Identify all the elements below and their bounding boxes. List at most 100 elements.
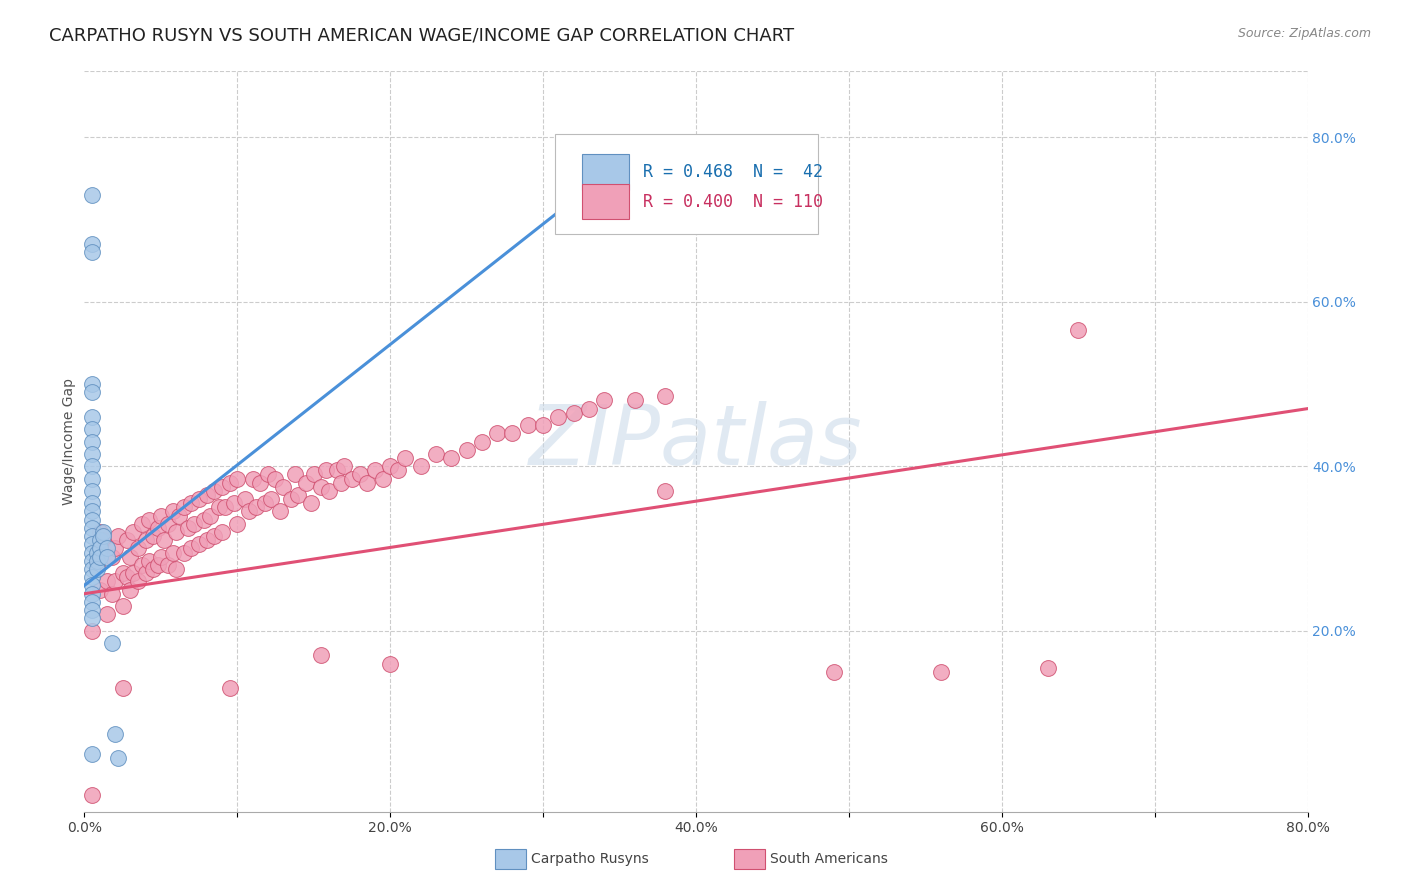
Point [86,558,108,572]
Point [245,500,267,515]
Point [111,599,134,613]
Point [654,483,676,498]
Point [195,533,218,548]
Point [80,409,103,424]
Point [311,480,333,494]
Point [165,524,187,539]
Point [211,480,233,494]
Point [104,541,127,556]
Text: Carpatho Rusyns: Carpatho Rusyns [531,852,650,866]
Point [330,475,353,490]
Point [440,450,463,465]
FancyBboxPatch shape [555,135,818,235]
Point [91,524,114,539]
Point [80,587,103,601]
Point [80,789,103,803]
Point [89,533,111,548]
Point [280,492,302,507]
Point [211,524,233,539]
Point [364,463,387,477]
Point [138,513,160,527]
Point [173,500,195,515]
Point [387,463,409,477]
Point [122,566,145,581]
Point [202,529,225,543]
Point [104,574,127,589]
Point [80,434,103,449]
Point [80,747,103,761]
Point [107,751,129,765]
Point [271,480,294,494]
Point [80,447,103,461]
Point [101,587,124,601]
Point [104,726,127,740]
Point [562,406,585,420]
Point [547,409,569,424]
Point [111,566,134,581]
Point [1067,324,1090,338]
Point [242,471,264,485]
Point [340,471,363,485]
Point [86,554,108,568]
Point [318,483,340,498]
Point [208,500,231,515]
Point [80,562,103,576]
Point [188,492,211,507]
Point [115,533,138,548]
Point [578,401,600,416]
Text: ZIPatlas: ZIPatlas [529,401,863,482]
Point [80,245,103,260]
Point [89,549,111,564]
Point [146,558,169,572]
Point [315,463,337,477]
Point [86,546,108,560]
Point [593,393,616,408]
Point [101,636,124,650]
Point [80,504,103,518]
Bar [582,184,628,219]
Point [929,665,952,679]
Point [516,418,538,433]
Point [135,533,157,548]
Point [80,496,103,510]
Point [302,467,325,482]
Point [180,496,202,510]
Point [80,529,103,543]
Point [202,483,225,498]
Point [157,516,180,531]
Point [162,504,184,518]
Point [80,624,103,638]
Point [142,529,165,543]
Point [91,533,114,548]
Point [96,607,118,622]
Point [153,533,176,548]
Point [193,513,215,527]
Point [198,508,221,523]
Point [284,467,307,482]
Point [131,558,153,572]
Point [471,434,494,449]
Point [295,475,318,490]
Point [238,504,260,518]
Point [149,549,172,564]
Point [107,529,129,543]
Point [80,546,103,560]
Point [1036,661,1059,675]
Point [101,549,124,564]
Point [233,492,256,507]
Point [157,558,180,572]
Point [80,513,103,527]
Point [167,508,190,523]
Point [260,492,283,507]
Point [654,389,676,403]
Point [349,467,371,482]
Point [188,537,211,551]
Point [486,426,509,441]
Point [624,393,647,408]
Point [80,385,103,400]
Point [80,611,103,625]
Point [89,541,111,556]
Point [146,521,169,535]
Point [80,187,103,202]
Point [135,566,157,581]
